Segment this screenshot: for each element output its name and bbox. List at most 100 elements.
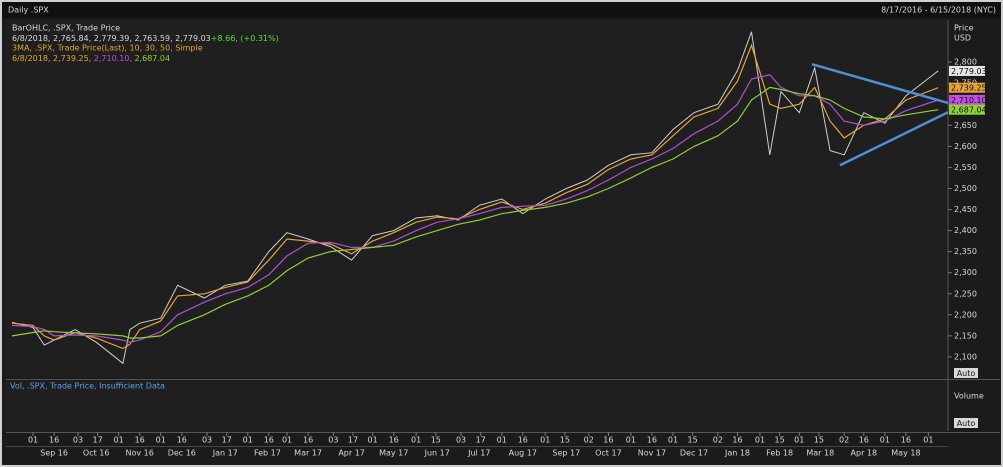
auto-label[interactable]: Auto	[957, 419, 976, 428]
month-label: Nov 16	[126, 449, 154, 458]
legend-ma10: 2,739.25,	[53, 54, 91, 63]
x-tick-label: 16	[901, 436, 911, 445]
x-tick-label: 01	[880, 436, 890, 445]
y-tick-label: 2,450	[954, 205, 977, 214]
value-badge	[949, 94, 985, 105]
volume-pane	[6, 381, 948, 431]
volume-title: Volume	[954, 392, 984, 401]
x-tick-label: 16	[177, 436, 187, 445]
auto-button[interactable]	[954, 368, 978, 378]
legend-text: 3MA, .SPX, Trade Price(Last), 10, 30, 50…	[12, 44, 203, 53]
month-label: Mar 18	[806, 449, 834, 458]
y-tick-label: 2,200	[954, 310, 977, 319]
x-tick-label: 15	[560, 436, 570, 445]
axis-title: Price	[954, 24, 974, 33]
legend-change: +8.66, (+0.31%)	[211, 34, 279, 43]
auto-label[interactable]: Auto	[957, 369, 976, 378]
y-tick-label: 2,100	[954, 352, 977, 361]
x-tick-label: 01	[114, 436, 124, 445]
x-tick-label: 01	[368, 436, 378, 445]
legend-ma50: 2,687.04	[134, 54, 170, 63]
x-tick-label: 01	[540, 436, 550, 445]
x-tick-label: 03	[456, 436, 466, 445]
value-badge	[949, 65, 985, 76]
x-tick-label: 02	[839, 436, 849, 445]
x-tick-label: 17	[476, 436, 486, 445]
x-tick-label: 16	[303, 436, 313, 445]
x-tick-label: 16	[264, 436, 274, 445]
month-label: Jan 18	[724, 449, 750, 458]
y-tick-label: 2,350	[954, 247, 977, 256]
legend-text: 6/8/2018, 2,765.84, 2,779.39, 2,763.59, …	[12, 34, 279, 43]
x-tick-label: 15	[814, 436, 824, 445]
x-tick-label: 16	[49, 436, 59, 445]
month-label: Apr 18	[851, 449, 878, 458]
x-tick-label: 01	[497, 436, 507, 445]
trendline	[811, 63, 949, 105]
x-tick-label: 17	[93, 436, 103, 445]
x-tick-label: 01	[794, 436, 804, 445]
value-badge-label: 2,739.25	[951, 84, 987, 93]
x-tick-label: 16	[389, 436, 399, 445]
y-tick-label: 2,600	[954, 142, 977, 151]
x-tick-label: 17	[348, 436, 358, 445]
x-tick-label: 16	[859, 436, 869, 445]
y-tick-label: 2,650	[954, 121, 977, 130]
x-tick-label: 03	[73, 436, 83, 445]
month-label: Dec 16	[168, 449, 196, 458]
y-tick-label: 2,400	[954, 226, 977, 235]
legend-text: BarOHLC, .SPX, Trade Price	[12, 24, 120, 33]
value-badge	[949, 104, 985, 115]
month-label: Jun 17	[424, 449, 450, 458]
month-label: Oct 17	[595, 449, 622, 458]
x-tick-label: 16	[518, 436, 528, 445]
x-tick-label: 16	[135, 436, 145, 445]
x-tick-label: 02	[584, 436, 594, 445]
header-range: 8/17/2016 - 6/15/2018 (NYC)	[881, 6, 996, 15]
month-label: Sep 17	[552, 449, 580, 458]
axis-unit: USD	[954, 34, 971, 43]
x-tick-label: 15	[688, 436, 698, 445]
month-label: Oct 16	[83, 449, 110, 458]
x-tick-label: 01	[755, 436, 765, 445]
x-tick-label: 01	[923, 436, 933, 445]
legend-values: 6/8/2018, 2,765.84, 2,779.39, 2,763.59, …	[12, 34, 211, 43]
ma-line	[11, 74, 939, 343]
y-tick-label: 2,500	[954, 184, 977, 193]
x-tick-label: 16	[603, 436, 613, 445]
x-tick-label: 01	[626, 436, 636, 445]
value-badge-label: 2,687.04	[951, 106, 987, 115]
y-tick-label: 2,150	[954, 331, 977, 340]
x-tick-label: 16	[732, 436, 742, 445]
month-label: Aug 17	[509, 449, 537, 458]
y-tick-label: 2,550	[954, 163, 977, 172]
month-label: Sep 16	[40, 449, 68, 458]
month-label: Dec 17	[680, 449, 708, 458]
month-label: Jan 17	[212, 449, 238, 458]
x-tick-label: 16	[647, 436, 657, 445]
auto-button[interactable]	[954, 418, 978, 428]
legend-ma30: 2,710.10,	[94, 54, 132, 63]
price-line	[11, 31, 939, 365]
x-tick-label: 03	[202, 436, 212, 445]
legend: BarOHLC, .SPX, Trade Price 6/8/2018, 2,7…	[12, 24, 279, 63]
x-tick-label: 01	[282, 436, 292, 445]
value-badge-label: 2,779.03	[951, 67, 987, 76]
header-title: Daily .SPX	[8, 6, 49, 15]
legend-text: 6/8/2018, 2,739.25, 2,710.10, 2,687.04	[12, 54, 170, 63]
x-tick-label: 01	[668, 436, 678, 445]
y-tick-label: 2,250	[954, 289, 977, 298]
month-label: Feb 18	[766, 449, 793, 458]
x-tick-label: 15	[431, 436, 441, 445]
month-label: May 18	[891, 449, 920, 458]
x-tick-label: 01	[28, 436, 38, 445]
month-label: Jul 17	[467, 449, 490, 458]
volume-text: Vol, .SPX, Trade Price, Insufficient Dat…	[10, 382, 165, 391]
month-label: May 17	[379, 449, 408, 458]
legend-date: 6/8/2018,	[12, 54, 50, 63]
x-tick-label: 03	[328, 436, 338, 445]
ma-line	[11, 86, 939, 339]
month-label: Feb 17	[254, 449, 281, 458]
x-tick-label: 01	[411, 436, 421, 445]
